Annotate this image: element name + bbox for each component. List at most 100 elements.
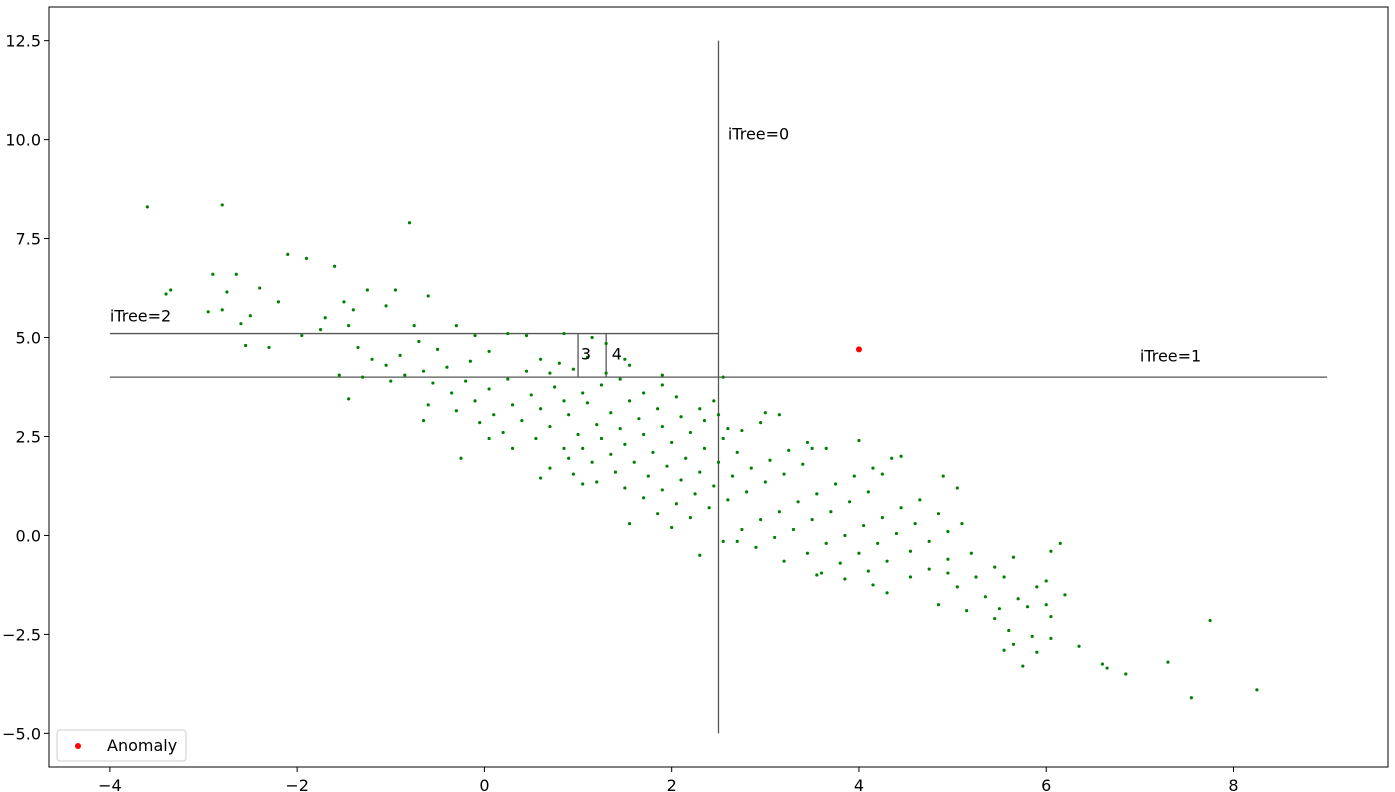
data-point-171 — [880, 516, 884, 520]
data-point-143 — [726, 498, 730, 502]
data-point-135 — [768, 458, 772, 462]
data-point-28 — [323, 316, 327, 320]
data-point-207 — [965, 609, 969, 613]
data-point-21 — [351, 308, 355, 312]
data-point-194 — [871, 583, 875, 587]
data-point-43 — [389, 379, 393, 383]
data-point-197 — [974, 575, 978, 579]
data-point-44 — [361, 375, 365, 379]
data-point-24 — [393, 288, 398, 292]
data-point-216 — [1030, 634, 1034, 638]
data-point-17 — [244, 343, 248, 348]
data-point-120 — [759, 421, 763, 425]
data-point-129 — [656, 512, 660, 516]
data-point-100 — [623, 442, 627, 446]
data-point-38 — [487, 349, 491, 353]
data-point-239 — [716, 413, 721, 417]
data-point-109 — [632, 460, 636, 464]
data-point-200 — [983, 595, 987, 599]
data-point-134 — [749, 466, 753, 470]
data-point-229 — [857, 438, 861, 443]
data-point-10 — [258, 286, 262, 290]
data-point-6 — [304, 256, 309, 260]
data-point-141 — [763, 480, 767, 484]
data-point-19 — [300, 333, 304, 338]
data-point-242 — [506, 331, 510, 336]
data-point-203 — [1035, 585, 1039, 589]
data-point-80 — [421, 419, 426, 423]
data-point-164 — [754, 545, 758, 549]
data-point-148 — [721, 539, 725, 543]
data-point-35 — [435, 347, 440, 351]
data-point-63 — [478, 421, 482, 425]
data-point-102 — [660, 424, 664, 429]
data-point-61 — [426, 403, 430, 407]
data-point-208 — [993, 616, 997, 621]
x-tick-label-0: −4 — [98, 776, 122, 792]
data-point-192 — [908, 575, 913, 579]
data-point-159 — [847, 500, 852, 504]
x-tick-label-3: 2 — [667, 776, 677, 792]
data-point-78 — [487, 436, 491, 441]
data-point-154 — [833, 482, 838, 486]
data-point-249 — [585, 355, 590, 359]
data-point-107 — [670, 440, 674, 445]
data-point-182 — [843, 577, 847, 581]
y-tick-label-0: −5.0 — [2, 724, 41, 743]
data-point-155 — [852, 474, 856, 478]
data-point-185 — [908, 549, 913, 553]
data-point-23 — [384, 304, 388, 308]
data-point-33 — [398, 353, 402, 357]
data-point-82 — [576, 432, 580, 437]
data-point-124 — [698, 470, 702, 474]
data-point-14 — [206, 310, 210, 314]
y-tick-label-1: −2.5 — [2, 625, 41, 644]
data-point-3 — [164, 292, 168, 296]
data-point-123 — [716, 460, 721, 464]
data-point-240 — [660, 373, 664, 377]
data-point-31 — [370, 357, 374, 361]
data-point-40 — [445, 365, 449, 369]
data-point-26 — [412, 324, 416, 328]
data-point-222 — [1105, 666, 1109, 670]
data-point-166 — [782, 559, 786, 563]
y-tick-label-3: 2.5 — [16, 427, 41, 446]
data-point-193 — [885, 591, 889, 595]
data-point-245 — [590, 335, 594, 340]
data-point-67 — [562, 399, 566, 403]
data-point-115 — [665, 464, 669, 468]
data-point-234 — [969, 551, 973, 555]
data-point-138 — [824, 446, 828, 450]
data-point-86 — [641, 391, 646, 395]
data-point-158 — [866, 490, 870, 494]
data-point-47 — [431, 381, 435, 385]
data-point-18 — [267, 345, 271, 350]
data-point-224 — [1166, 660, 1170, 664]
data-point-64 — [501, 430, 505, 435]
data-point-16 — [239, 322, 243, 326]
data-point-209 — [1025, 605, 1030, 609]
data-point-137 — [805, 440, 810, 445]
data-point-133 — [730, 474, 735, 478]
data-point-201 — [997, 607, 1002, 611]
data-point-87 — [660, 383, 664, 387]
data-point-118 — [721, 436, 725, 441]
data-point-147 — [698, 553, 702, 557]
data-point-211 — [1049, 614, 1053, 619]
data-point-4 — [169, 288, 173, 292]
data-point-89 — [656, 407, 660, 411]
data-point-243 — [524, 333, 529, 338]
data-point-29 — [318, 328, 323, 332]
data-point-140 — [782, 472, 786, 476]
data-point-196 — [955, 585, 959, 589]
data-point-172 — [899, 506, 903, 510]
data-point-83 — [595, 423, 599, 427]
data-point-226 — [1208, 618, 1212, 623]
data-point-188 — [960, 521, 964, 526]
data-point-59 — [473, 399, 477, 403]
x-tick-label-6: 8 — [1228, 776, 1238, 792]
data-point-25 — [426, 294, 430, 298]
data-point-8 — [211, 272, 215, 276]
data-point-48 — [464, 379, 468, 383]
data-point-247 — [623, 357, 627, 361]
